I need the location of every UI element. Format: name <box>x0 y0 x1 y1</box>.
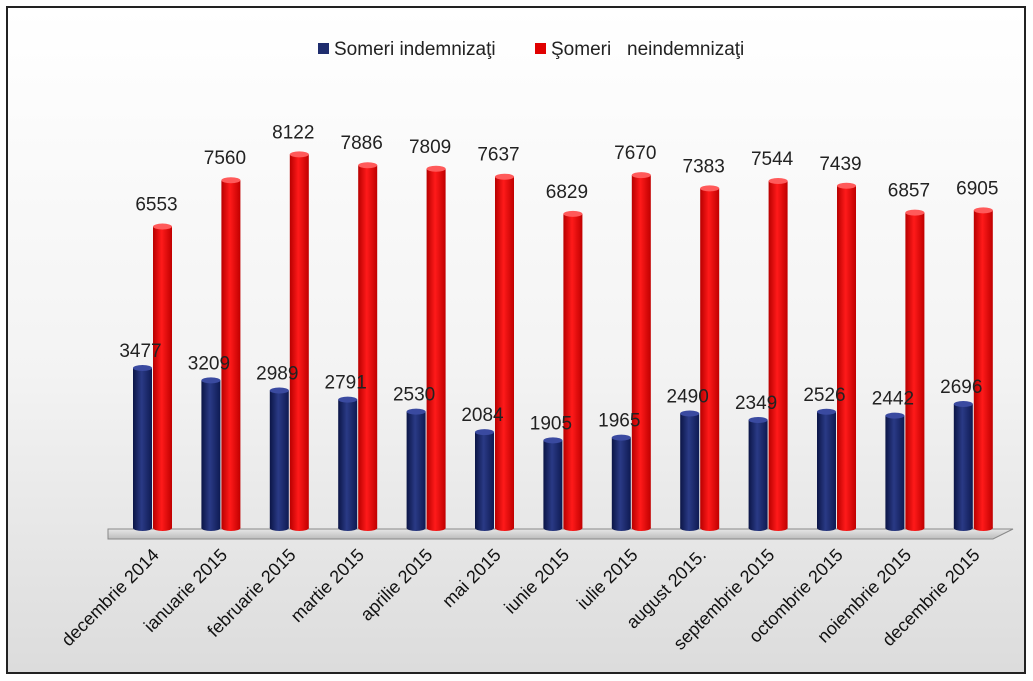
bar-someri-neindemnizati <box>426 165 446 531</box>
data-label-someri-indemnizati: 2530 <box>393 385 435 406</box>
data-label-someri-neindemnizati: 7886 <box>341 133 383 154</box>
bar-someri-neindemnizati <box>631 172 651 531</box>
data-label-someri-indemnizati: 2791 <box>325 373 367 394</box>
bar-someri-neindemnizati <box>563 210 583 531</box>
legend-label-someri-neindemnizati: Şomeri neindemnizaţi <box>551 39 744 60</box>
x-tick-label: iulie 2015 <box>573 545 642 614</box>
bars-layer <box>133 151 993 531</box>
bar-someri-neindemnizati <box>358 162 378 531</box>
x-tick-label: martie 2015 <box>287 545 368 626</box>
bar-someri-neindemnizati <box>768 177 788 531</box>
data-label-someri-neindemnizati: 8122 <box>272 122 314 143</box>
data-label-someri-neindemnizati: 7637 <box>477 145 519 166</box>
data-label-someri-indemnizati: 2084 <box>461 405 504 426</box>
data-label-someri-neindemnizati: 7383 <box>683 156 725 177</box>
data-label-someri-indemnizati: 1905 <box>530 413 572 434</box>
data-label-someri-neindemnizati: 6857 <box>888 181 930 202</box>
data-label-someri-neindemnizati: 7544 <box>751 149 794 170</box>
chart-frame: Someri indemnizaţi Şomeri neindemnizaţi … <box>6 6 1026 674</box>
chart-legend: Someri indemnizaţi Şomeri neindemnizaţi <box>318 39 744 60</box>
bar-someri-indemnizati <box>269 387 289 531</box>
bar-someri-indemnizati <box>133 365 152 531</box>
chart-floor <box>107 528 1014 540</box>
legend-swatch-someri-neindemnizati <box>535 43 546 54</box>
data-label-someri-neindemnizati: 6829 <box>546 182 588 203</box>
bar-someri-indemnizati <box>543 437 563 531</box>
data-label-someri-neindemnizati: 6553 <box>135 195 177 216</box>
data-label-someri-neindemnizati: 7809 <box>409 137 451 158</box>
bar-someri-indemnizati <box>201 377 221 531</box>
bar-someri-neindemnizati <box>973 207 993 531</box>
data-label-someri-indemnizati: 2349 <box>735 393 777 414</box>
x-tick-label: mai 2015 <box>438 545 505 612</box>
legend-label-someri-indemnizati: Someri indemnizaţi <box>334 39 496 60</box>
bar-someri-neindemnizati <box>837 182 856 531</box>
data-label-someri-neindemnizati: 6905 <box>956 178 998 199</box>
data-label-someri-indemnizati: 2696 <box>940 377 982 398</box>
bar-someri-indemnizati <box>406 408 426 531</box>
data-label-someri-indemnizati: 2442 <box>872 389 914 410</box>
bar-someri-indemnizati <box>611 434 631 531</box>
data-label-someri-indemnizati: 2490 <box>667 386 709 407</box>
x-tick-label: decembrie 2014 <box>57 545 162 650</box>
data-label-someri-neindemnizati: 7439 <box>819 154 861 175</box>
data-label-someri-indemnizati: 2989 <box>256 364 298 385</box>
bar-someri-indemnizati <box>953 400 973 531</box>
bar-someri-indemnizati <box>885 412 905 531</box>
x-tick-label: aprilie 2015 <box>356 545 436 625</box>
bar-someri-neindemnizati <box>495 173 514 531</box>
bar-someri-indemnizati <box>475 429 494 531</box>
bar-someri-neindemnizati <box>905 209 925 531</box>
bar-someri-neindemnizati <box>289 151 309 531</box>
x-tick-label: iunie 2015 <box>500 545 573 618</box>
bar-chart: Someri indemnizaţi Şomeri neindemnizaţi … <box>57 39 1014 654</box>
bar-someri-neindemnizati <box>700 185 720 531</box>
bar-someri-indemnizati <box>817 408 836 531</box>
bar-someri-indemnizati <box>338 396 358 531</box>
bar-someri-indemnizati <box>680 410 700 531</box>
data-label-someri-indemnizati: 2526 <box>803 385 845 406</box>
data-label-someri-neindemnizati: 7560 <box>204 148 246 169</box>
data-labels-layer: 3477 6553 3209 7560 2989 8122 2791 7886 2530 7809… <box>119 122 998 434</box>
bar-someri-indemnizati <box>748 416 768 531</box>
data-label-someri-indemnizati: 1965 <box>598 411 640 432</box>
data-label-someri-indemnizati: 3209 <box>188 353 230 374</box>
data-label-someri-neindemnizati: 7670 <box>614 143 656 164</box>
bar-someri-neindemnizati <box>153 223 172 531</box>
bar-someri-neindemnizati <box>221 177 241 531</box>
data-label-someri-indemnizati: 3477 <box>119 341 161 362</box>
legend-swatch-someri-indemnizati <box>318 43 329 54</box>
